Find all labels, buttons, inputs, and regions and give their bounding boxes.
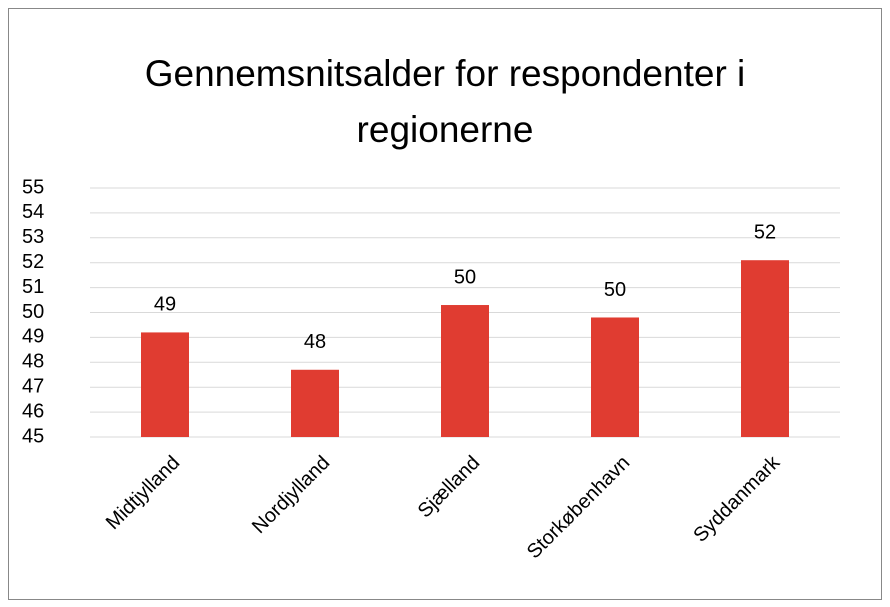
y-tick-label: 45 bbox=[22, 425, 44, 447]
y-tick-label: 55 bbox=[22, 176, 44, 198]
y-tick-label: 52 bbox=[22, 251, 44, 273]
bar bbox=[141, 332, 189, 437]
bar bbox=[441, 305, 489, 437]
y-tick-label: 49 bbox=[22, 326, 44, 348]
chart-border bbox=[8, 8, 882, 600]
y-tick-label: 53 bbox=[22, 226, 44, 248]
bar bbox=[291, 369, 339, 437]
y-tick-label: 47 bbox=[22, 375, 44, 397]
y-tick-label: 48 bbox=[22, 351, 44, 373]
data-label: 48 bbox=[304, 331, 326, 353]
y-tick-label: 50 bbox=[22, 301, 44, 323]
data-label: 50 bbox=[604, 279, 626, 301]
bar bbox=[591, 317, 639, 437]
y-tick-label: 51 bbox=[22, 276, 44, 298]
data-label: 49 bbox=[154, 294, 176, 316]
y-tick-label: 46 bbox=[22, 400, 44, 422]
y-tick-label: 54 bbox=[22, 201, 44, 223]
chart-title: Gennemsnitsalder for respondenter i regi… bbox=[144, 53, 746, 150]
bar bbox=[741, 260, 789, 437]
data-label: 50 bbox=[454, 266, 476, 288]
data-label: 52 bbox=[754, 221, 776, 243]
